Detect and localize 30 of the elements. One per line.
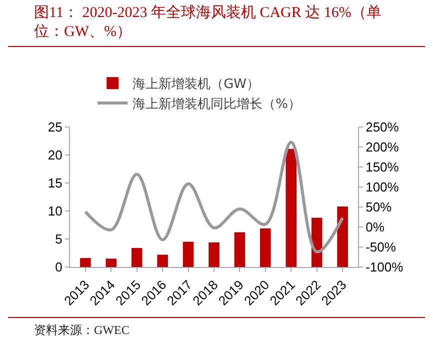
bar [182,242,194,267]
legend-label: 海上新增装机同比增长（%） [132,97,301,112]
bar [337,206,348,267]
y-tick-label: 25 [48,120,62,135]
bar [260,228,271,267]
y-tick-label: 15 [48,176,62,191]
bar [80,258,91,267]
y2-tick-label: 100% [366,180,400,195]
y2-tick-label: 200% [366,140,400,155]
bar [157,254,168,267]
bar [106,258,117,267]
line-series [84,140,344,254]
bar [131,248,142,267]
bar [286,148,297,267]
bar [234,232,246,267]
y2-tick-label: 250% [366,120,400,135]
y-tick-label: 20 [48,148,62,163]
y-tick-label: 5 [55,232,62,247]
text: 资料来源：GWEC [8,317,425,339]
y2-tick-label: -50% [366,240,396,255]
y-tick-label: 10 [48,204,62,219]
y2-tick-label: 50% [366,200,392,215]
y2-tick-label: -100% [366,260,404,275]
y2-tick-label: 0% [366,220,385,235]
y2-tick-label: 150% [366,160,400,175]
chart-title: 图11： 2020-2023 年全球海风装机 CAGR 达 16%（单位：GW、%） [8,0,425,47]
y-tick-label: 0 [55,260,62,275]
legend-label: 海上新增装机（GW） [132,77,260,92]
bar [311,218,322,267]
bar [208,242,220,267]
